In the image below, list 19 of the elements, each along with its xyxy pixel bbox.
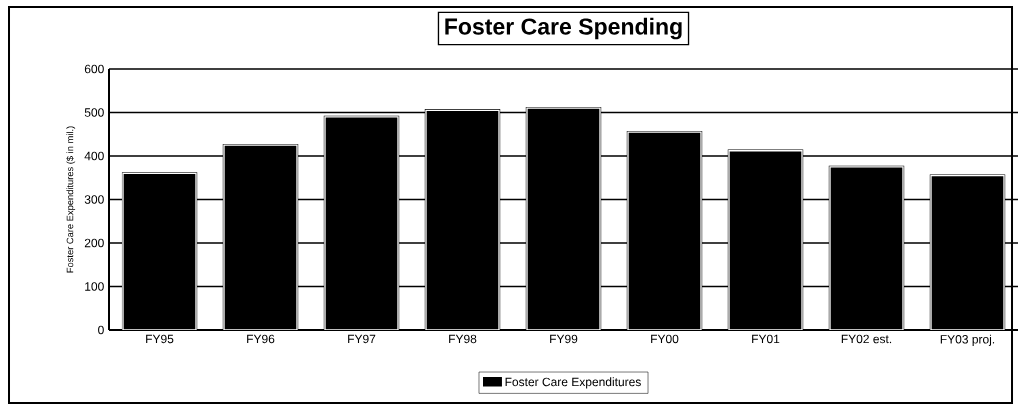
- x-tick-label: FY02 est.: [841, 334, 892, 344]
- x-tick-label: FY01: [752, 334, 780, 344]
- x-tick-label: FY99: [550, 334, 578, 344]
- legend-label: Foster Care Expenditures: [505, 377, 641, 389]
- y-tick-label: 300: [84, 195, 104, 204]
- y-tick-label: 400: [84, 151, 104, 161]
- x-tick-label: FY00: [651, 334, 679, 344]
- x-tick-label: FY98: [449, 334, 477, 344]
- y-tick-label: 100: [85, 282, 104, 291]
- y-tick-label: 600: [84, 64, 104, 74]
- y-axis-title: Foster Care Expenditures ($ in mil.): [66, 126, 76, 273]
- y-tick-label: 500: [84, 108, 104, 117]
- chart-title: Foster Care Spending: [445, 17, 682, 40]
- y-tick-label: 200: [84, 238, 104, 248]
- x-tick-label: FY96: [247, 334, 275, 344]
- x-tick-label: FY03 proj.: [940, 334, 995, 346]
- y-tick-label: 0: [98, 325, 104, 335]
- x-tick-label: FY97: [348, 334, 376, 344]
- x-tick-label: FY95: [146, 334, 174, 344]
